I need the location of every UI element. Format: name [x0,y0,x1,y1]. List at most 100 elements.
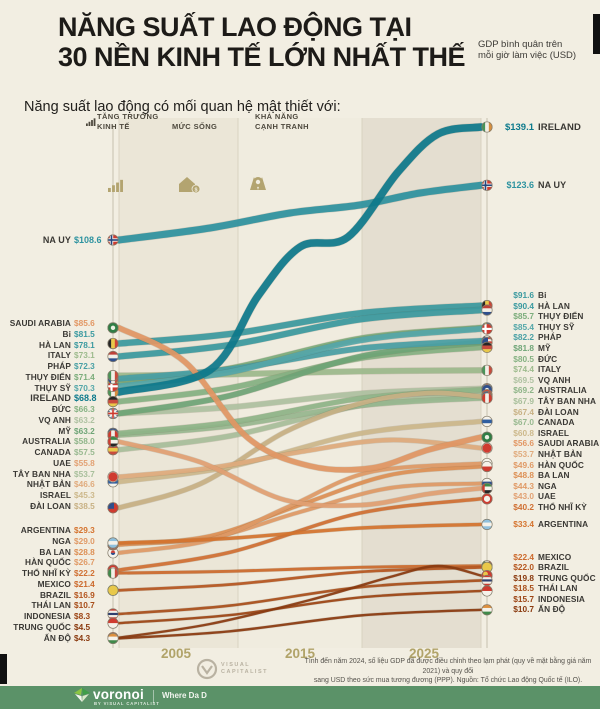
flag-icon-ireland [481,121,493,133]
country-name: VQ ANH [538,374,571,385]
legend-factor-2: MỨC SỐNG [172,122,218,131]
country-value: $80.5 [513,353,534,364]
country-name: VQ ANH [38,414,71,425]
legend-factor-1: TĂNG TRƯỞNG KINH TẾ [97,112,159,131]
flag-icon-indonesia [107,617,119,629]
country-name: ARGENTINA [20,525,71,535]
country-value: $29.0 [74,535,95,546]
country-name: MEXICO [538,552,572,562]
country-value: $81.5 [74,328,95,339]
decade-band-3 [362,118,481,648]
country-value: $85.7 [513,311,534,322]
country-value: $26.7 [74,557,95,568]
country-name: PHÁP [47,361,71,371]
ribbon-japan [116,437,484,480]
flag-icon-switzerland [481,323,493,335]
country-value: $57.5 [74,447,95,457]
flag-ring [481,179,493,191]
country-name: PHÁP [538,332,562,343]
flag-ring [481,493,493,505]
right-label-netherlands: $90.4 HÀ LAN [496,300,600,311]
country-value: $22.0 [513,562,534,573]
country-value: $73.1 [74,350,95,361]
edge-artifact-bottom-left [0,654,7,684]
ribbon-argentina [117,522,483,545]
flag-ring [107,396,119,408]
left-label-uae: UAE $55.8 [0,457,107,468]
flag-ring [107,537,119,549]
left-label-saudi: SAUDI ARABIA $85.6 [0,318,107,329]
country-name: THÁI LAN [538,583,578,594]
country-name: SAUDI ARABIA [9,318,71,328]
country-value: $85.4 [513,321,534,332]
country-name: BA LAN [538,470,570,481]
house-coin-icon: $ [179,177,201,194]
country-name: TÂY BAN NHA [538,396,597,406]
country-value: $4.5 [74,621,91,632]
country-name: THỔ NHĨ KỲ [22,568,71,578]
country-value: $123.6 [506,180,534,190]
country-value: $10.7 [513,604,534,615]
country-value: $18.5 [513,583,534,594]
legend-factor-3: KHẢ NĂNG CẠNH TRANH [255,112,309,131]
flag-icon-italy [107,370,119,382]
flag-icon-argentina [481,518,493,530]
country-value: $48.8 [513,470,534,481]
flag-ring [107,370,119,382]
left-label-taiwan: ĐÀI LOAN $38.5 [0,500,107,511]
country-name: IRELAND [538,121,581,133]
flag-icon-germany [481,341,493,353]
country-value: $72.3 [74,361,95,371]
country-name: CANADA [538,417,575,428]
flag-icon-indonesia [481,585,493,597]
country-value: $63.2 [74,425,95,436]
flag-icon-india [481,604,493,616]
country-value: $78.1 [74,339,95,350]
country-value: $91.6 [513,290,534,300]
flag-icon-poland [481,461,493,473]
country-name: THỤY ĐIỂN [25,371,71,382]
ribbon-brazil [117,565,483,592]
right-label-ireland: $139.1 IRELAND [496,122,600,133]
country-value: $71.4 [74,371,95,382]
unit-note: GDP bình quân trên mỗi giờ làm việc (USD… [478,39,577,61]
flag-ring [107,436,119,448]
flag-ring [481,604,493,616]
flag-icon-saudi [481,431,493,443]
ribbon-korea [117,461,483,555]
right-label-saudi: $56.6 SAUDI ARABIA [496,438,600,449]
country-name: ISRAEL [538,427,570,438]
flag-ring [107,234,119,246]
country-value: $56.6 [513,438,534,449]
country-value: $67.0 [513,417,534,428]
left-label-thailand: THÁI LAN $10.7 [0,600,107,611]
visual-capitalist-wordmark: VISUAL CAPITALIST [221,662,268,675]
flag-icon-netherlands [107,351,119,363]
country-value: $16.9 [74,589,95,600]
right-label-argentina: $33.4 ARGENTINA [496,519,600,530]
flag-ring [481,323,493,335]
flag-icon-uae [107,436,119,448]
left-label-israel: ISRAEL $45.3 [0,490,107,501]
right-label-turkey: $40.2 THỔ NHĨ KỲ [496,502,600,513]
country-name: UAE [538,491,556,502]
ribbon-taiwan [116,390,484,511]
ribbon-saudi [116,325,484,473]
left-label-france: PHÁP $72.3 [0,361,107,372]
flag-icon-norway [481,179,493,191]
right-label-italy: $74.4 ITALY [496,364,600,375]
right-label-uae: $43.0 UAE [496,491,600,502]
country-name: SAUDI ARABIA [538,438,600,449]
country-value: $85.6 [74,318,95,328]
country-value: $4.3 [74,632,91,643]
voronoi-logo[interactable]: voronoi [93,687,144,702]
flag-ring [481,431,493,443]
right-label-france: $82.2 PHÁP [496,332,600,343]
country-name: NA UY [538,180,567,190]
visual-capitalist-icon [196,658,218,680]
ribbon-france [116,338,484,382]
left-label-australia: AUSTRALIA $58.0 [0,436,107,447]
right-label-korea: $49.6 HÀN QUỐC [496,459,600,470]
flag-icon-belgium [107,338,119,350]
brand-bar-divider [153,690,154,703]
